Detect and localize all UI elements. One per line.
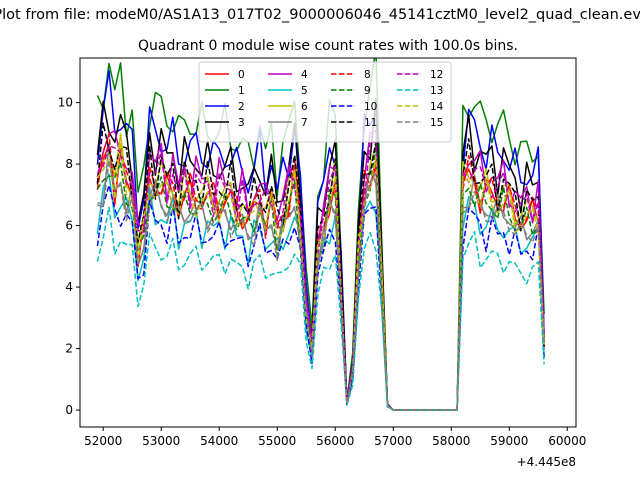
y-tick-label: 10 [58,96,73,110]
legend-label: 3 [238,117,245,129]
plot-frame [79,57,577,428]
y-tick-label: 0 [65,403,73,417]
legend-item-14: 14 [397,101,444,113]
series-line-15 [97,159,545,411]
series-line-4 [96,129,545,411]
x-tick-label: 53000 [142,434,180,448]
x-tick-label: 59000 [490,434,528,448]
y-tick-label: 2 [65,342,73,356]
legend-label: 14 [430,101,444,113]
y-tick-label: 4 [65,280,73,294]
series-line-9 [96,143,545,411]
legend-label: 6 [301,101,308,113]
series-line-2 [96,69,545,411]
legend-item-13: 13 [397,85,443,97]
legend-item-8: 8 [331,69,371,81]
legend-label: 8 [364,69,371,81]
legend-label: 15 [430,117,443,129]
y-tick-label: 6 [65,219,73,233]
legend-label: 1 [238,85,245,97]
legend-item-12: 12 [397,69,443,81]
series-line-14 [96,142,545,411]
legend-item-4: 4 [268,69,308,81]
legend-label: 2 [238,101,245,113]
legend-item-7: 7 [268,117,308,129]
x-tick-label: 55000 [258,434,296,448]
x-tick-label: 60000 [548,434,586,448]
legend-label: 9 [364,85,371,97]
legend-label: 13 [430,85,443,97]
series-line-13 [96,206,545,411]
series-line-3 [96,98,545,411]
figure-suptitle: Plot from file: modeM0/AS1A13_017T02_900… [0,7,640,23]
legend-item-5: 5 [268,85,308,97]
legend-label: 11 [364,117,377,129]
legend-item-6: 6 [268,101,308,113]
series-layer [96,58,545,411]
x-tick-label: 56000 [316,434,354,448]
legend-item-10: 10 [331,101,377,113]
legend-label: 0 [238,69,245,81]
legend-item-1: 1 [205,85,245,97]
legend-label: 5 [301,85,308,97]
x-tick-label: 57000 [374,434,412,448]
x-tick-label: 54000 [200,434,238,448]
legend-label: 7 [301,117,308,129]
chart-title: Quadrant 0 module wise count rates with … [138,38,518,54]
legend-item-11: 11 [331,117,377,129]
legend-item-9: 9 [331,85,371,97]
legend-item-0: 0 [205,69,245,81]
legend-item-3: 3 [205,117,245,129]
x-tick-label: 52000 [84,434,122,448]
legend-label: 12 [430,69,443,81]
series-line-12 [96,140,545,411]
x-axis: 52000 53000 54000 55000 56000 57000 58000 59000… [84,427,586,448]
series-line-11 [96,122,545,411]
legend-frame [198,61,452,143]
legend-label: 4 [301,69,308,81]
x-offset-label: +4.445e8 [517,455,576,469]
legend-label: 10 [364,101,377,113]
x-tick-label: 58000 [432,434,470,448]
y-axis: 0 2 4 6 8 10 [58,96,80,417]
legend-item-15: 15 [397,117,443,129]
legend-item-2: 2 [205,101,245,113]
y-tick-label: 8 [65,157,73,171]
